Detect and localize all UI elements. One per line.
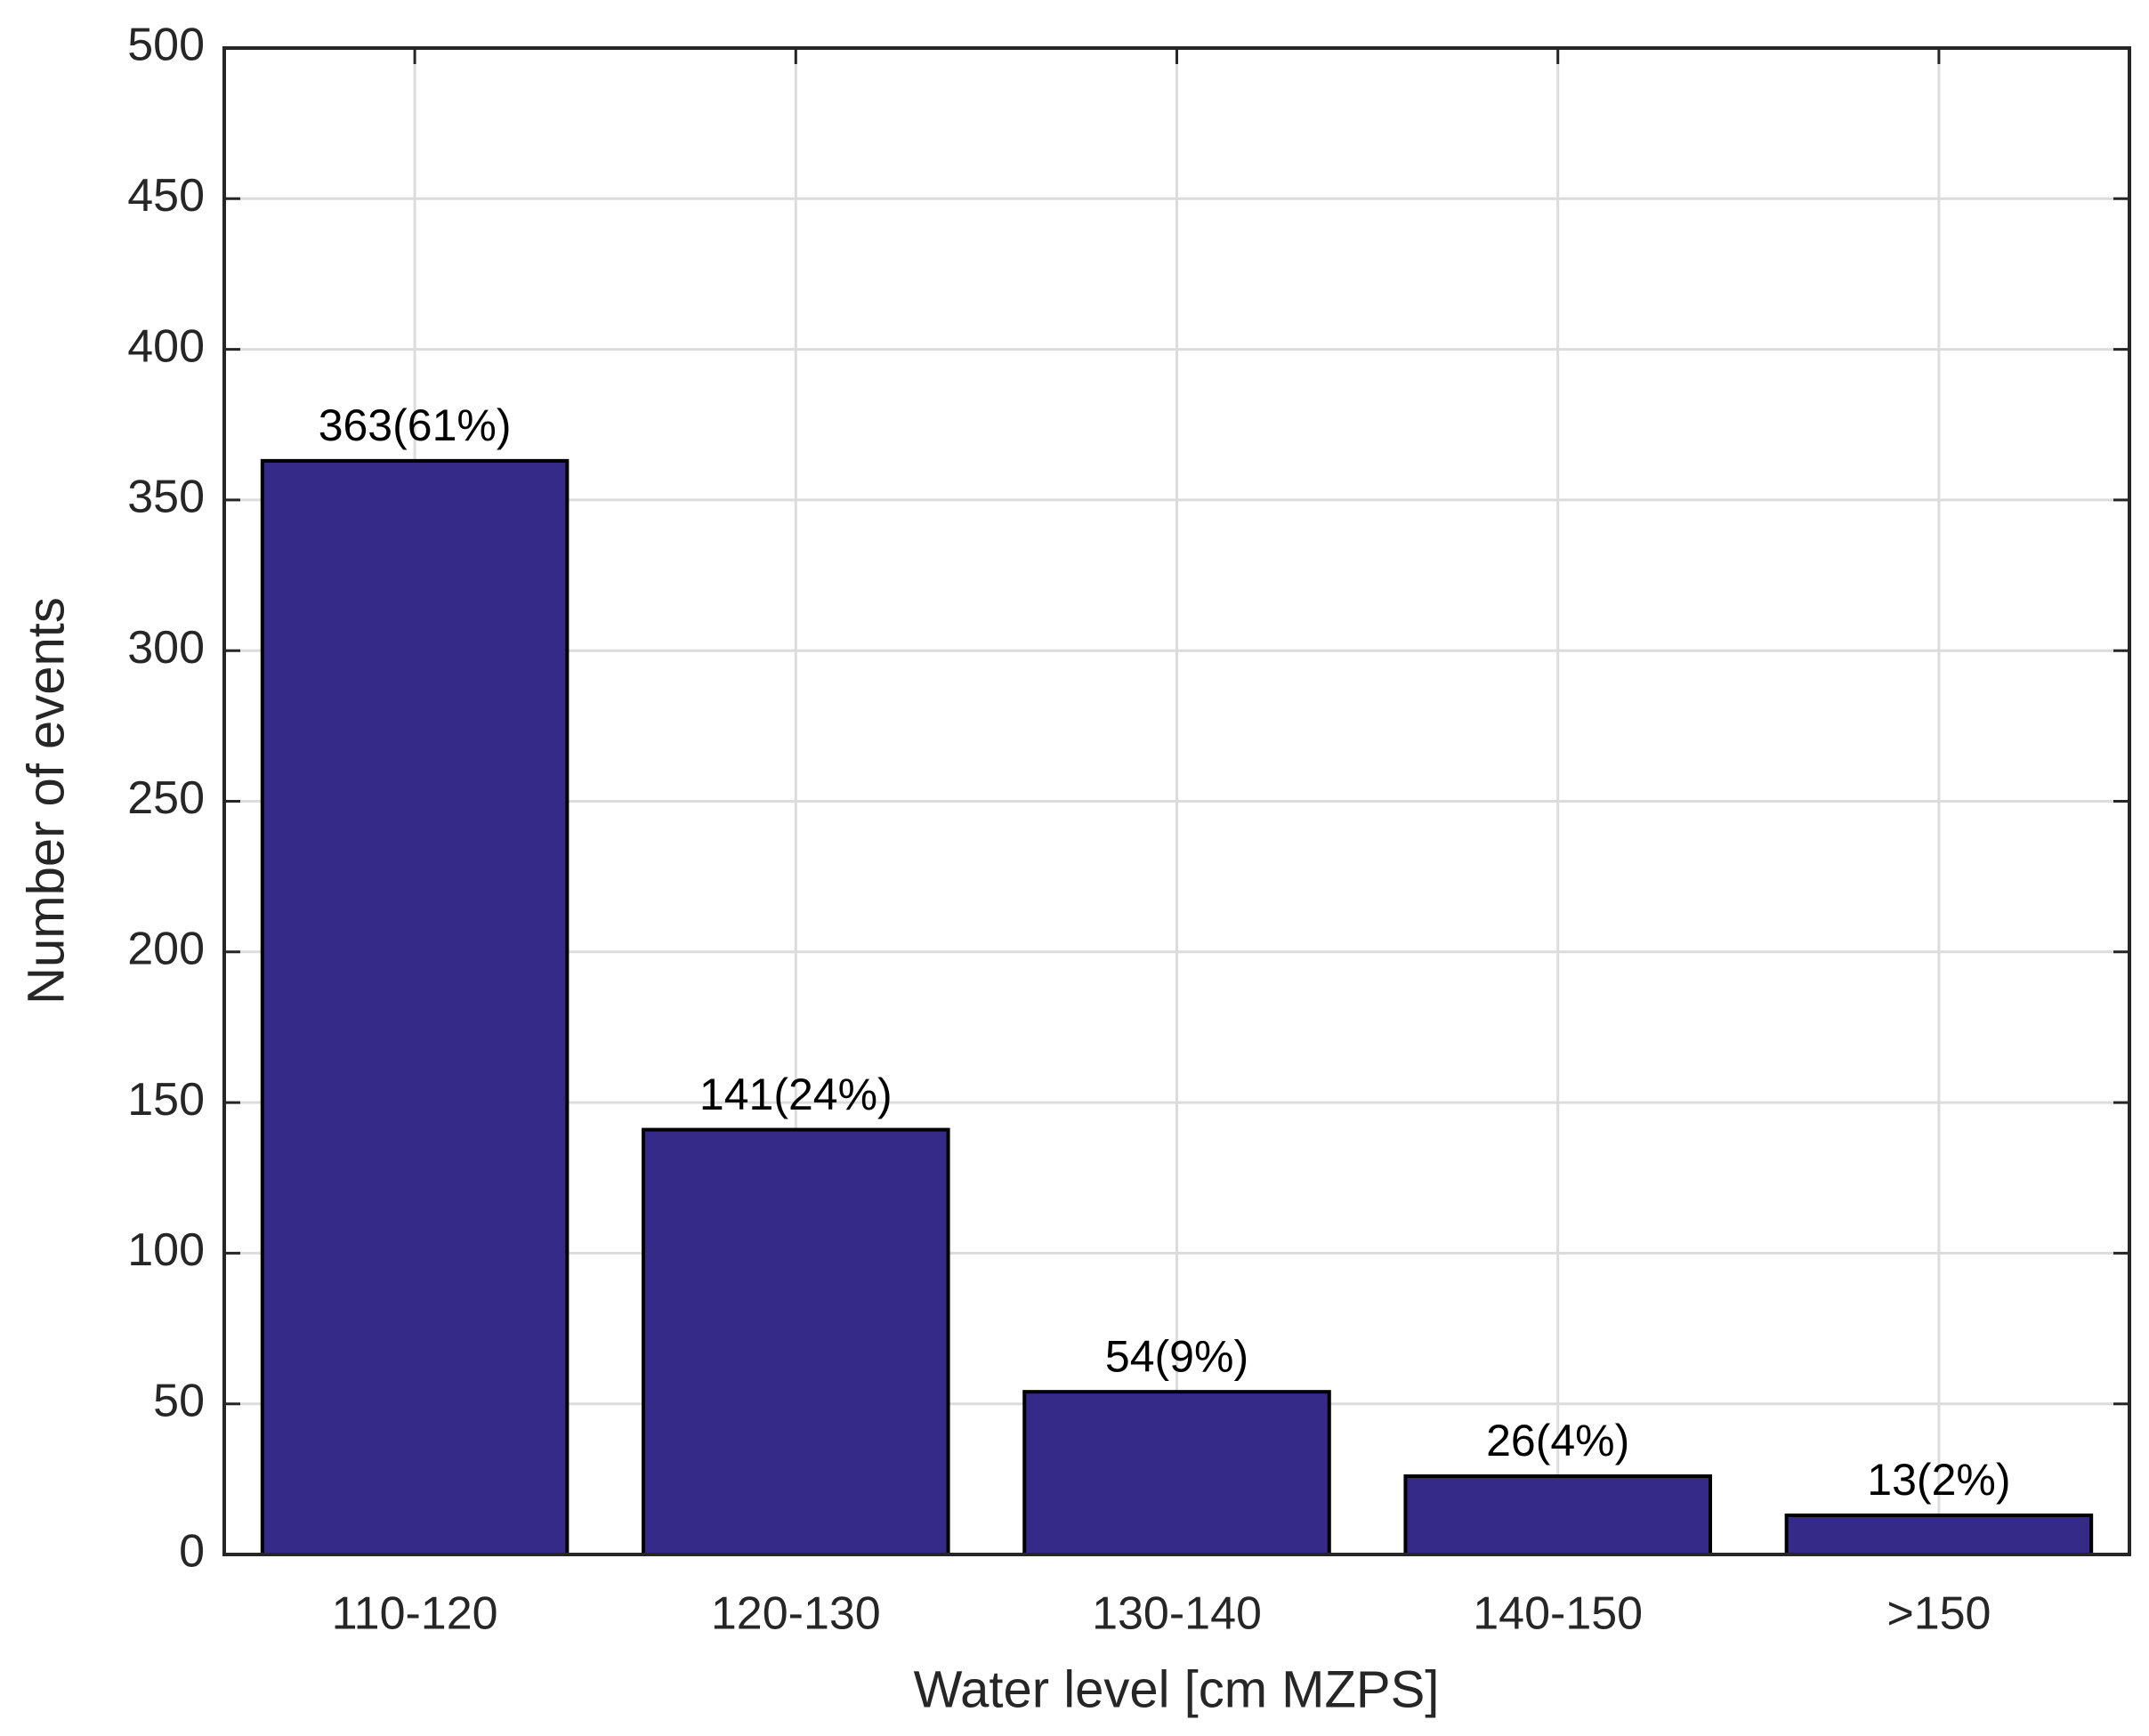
value-label: 26(4%)	[1486, 1416, 1629, 1466]
y-tick-label: 50	[153, 1375, 205, 1426]
bar	[260, 458, 570, 1557]
value-label: 13(2%)	[1867, 1455, 2010, 1505]
y-tick-label: 500	[127, 20, 205, 71]
bar	[1403, 1474, 1712, 1556]
x-tick-label: 110-120	[332, 1588, 498, 1640]
y-tick-label: 200	[127, 924, 205, 975]
value-label: 54(9%)	[1105, 1331, 1248, 1381]
y-tick-label: 250	[127, 772, 205, 824]
y-tick-label: 400	[127, 320, 205, 372]
x-tick-label: 140-150	[1473, 1588, 1643, 1640]
y-tick-label: 0	[179, 1526, 205, 1578]
bar	[1784, 1513, 2094, 1557]
y-tick-label: 450	[127, 170, 205, 222]
y-axis-label: Number of events	[17, 597, 75, 1005]
value-label: 141(24%)	[699, 1070, 893, 1119]
x-tick-label: 120-130	[711, 1588, 881, 1640]
bar	[642, 1127, 950, 1556]
x-tick-label: >150	[1886, 1588, 1991, 1640]
y-tick-label: 300	[127, 622, 205, 674]
x-tick-label: 130-140	[1092, 1588, 1262, 1640]
y-tick-label: 100	[127, 1224, 205, 1276]
x-axis-label: Water level [cm MZPS]	[914, 1660, 1440, 1718]
y-tick-label: 350	[127, 472, 205, 523]
plot-frame	[222, 46, 2131, 1556]
value-label: 363(61%)	[319, 400, 512, 450]
y-tick-label: 150	[127, 1074, 205, 1126]
bar	[1022, 1390, 1331, 1556]
